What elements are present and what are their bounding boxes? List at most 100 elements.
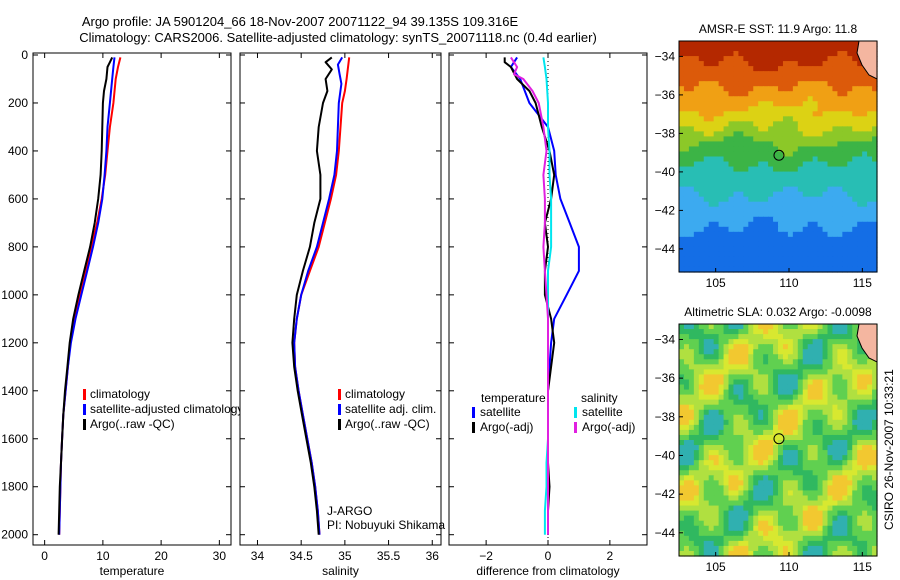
map-cell [763,450,769,456]
map-cell [733,106,739,112]
map-cell [857,176,863,183]
map-cell [738,106,744,112]
map-cell [782,176,789,183]
map-cell [867,91,873,97]
map-cell [693,51,700,57]
map-cell [857,171,863,178]
map-cell [703,106,710,112]
map-cell [758,236,764,243]
map-cell [852,389,858,396]
map-cell [812,515,819,522]
map-cell [827,515,834,522]
map-cell [763,146,769,153]
map-cell [718,111,725,117]
map-cell [822,495,829,502]
map-cell [797,349,804,355]
map-cell [738,241,744,248]
map-cell [738,66,744,72]
map-cell [763,515,769,522]
map-cell [693,465,700,471]
map-cell [792,515,799,522]
map-cell [872,146,878,153]
map-cell [837,211,843,218]
map-cell [708,505,715,512]
map-cell [679,46,685,52]
map-cell [787,41,794,47]
map-cell [738,550,744,557]
map-cell [827,136,834,143]
map-cell [768,256,774,263]
map-cell [718,91,725,97]
map-cell [768,71,774,77]
map-cell [812,71,819,77]
map-cell [852,146,858,153]
map-cell [708,191,715,198]
map-cell [832,46,838,52]
map-cell [827,409,834,416]
map-cell [847,475,853,481]
map-cell [812,241,819,248]
map-cell [683,266,690,273]
map-cell [857,216,863,223]
map-cell [728,540,735,547]
map-cell [698,470,705,476]
map-cell [857,206,863,213]
map-cell [787,81,794,87]
map-cell [683,429,690,436]
map-cell [683,201,690,208]
map-cell [713,354,720,360]
map-cell [867,261,873,268]
map-cell [832,216,838,223]
map-cell [733,136,739,143]
map-frame [678,323,878,557]
map-cell [738,76,744,82]
map-cell [792,535,799,542]
map-cell [817,131,824,138]
map-cell [778,251,784,258]
map-cell [738,329,744,335]
map-cell [713,146,720,153]
map-cell [797,399,804,406]
map-cell [837,66,843,72]
map-cell [787,515,794,522]
map-cell [728,485,735,492]
map-cell [753,434,759,441]
map-cell [852,126,858,132]
map-cell [753,161,759,168]
map-cell [807,41,814,47]
map-cell [758,465,764,471]
map-cell [842,384,848,391]
map-cell [842,550,848,557]
map-cell [778,196,784,203]
y-tick-label: 400 [8,144,28,158]
map-cell [683,191,690,198]
map-cell [778,86,784,92]
map-cell [703,56,710,62]
map-cell [748,394,754,401]
map-cell [842,106,848,112]
map-cell [753,409,759,416]
map-cell [713,394,720,401]
map-cell [862,414,868,421]
map-cell [688,505,695,512]
map-cell [842,379,848,386]
map-cell [807,191,814,198]
map-cell [847,106,853,112]
map-cell [852,424,858,431]
map-cell [718,394,725,401]
map-cell [812,61,819,67]
map-cell [802,81,809,87]
map-cell [872,171,878,178]
map-cell [862,475,868,481]
map-cell [743,176,749,183]
map-cell [837,344,843,350]
map-cell [822,500,829,507]
map-cell [728,221,735,228]
map-cell [852,266,858,273]
map-cell [743,141,749,148]
map-cell [827,196,834,203]
map-cell [822,359,829,365]
map-cell [852,475,858,481]
map-cell [713,434,720,441]
map-cell [753,354,759,360]
